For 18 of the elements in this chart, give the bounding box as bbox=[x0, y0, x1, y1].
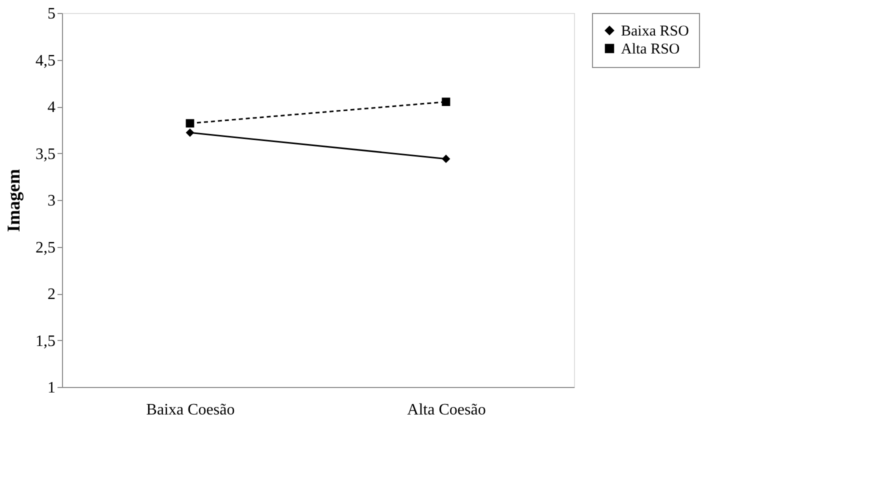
x-tick-label: Alta Coesão bbox=[407, 402, 486, 418]
y-tick-label: 5 bbox=[48, 6, 56, 22]
y-tick-label: 4 bbox=[48, 99, 56, 116]
point bbox=[186, 119, 194, 128]
legend-label: Alta RSO bbox=[621, 42, 680, 58]
point bbox=[186, 128, 194, 137]
y-axis-title: Imagem bbox=[4, 169, 24, 232]
y-tick-label: 3 bbox=[48, 192, 56, 210]
point bbox=[442, 154, 450, 164]
point bbox=[442, 98, 450, 106]
y-tick-label: 3,5 bbox=[36, 146, 56, 163]
y-tick-label: 1,5 bbox=[36, 332, 56, 350]
y-tick-label: 1 bbox=[48, 380, 56, 396]
legend-label: Baixa RSO bbox=[621, 24, 690, 40]
y-tick-label: 4,5 bbox=[36, 52, 56, 70]
y-tick-label: 2 bbox=[48, 286, 56, 303]
y-tick-label: 2,5 bbox=[36, 239, 56, 256]
x-tick-label: Baixa Coesão bbox=[146, 402, 235, 418]
